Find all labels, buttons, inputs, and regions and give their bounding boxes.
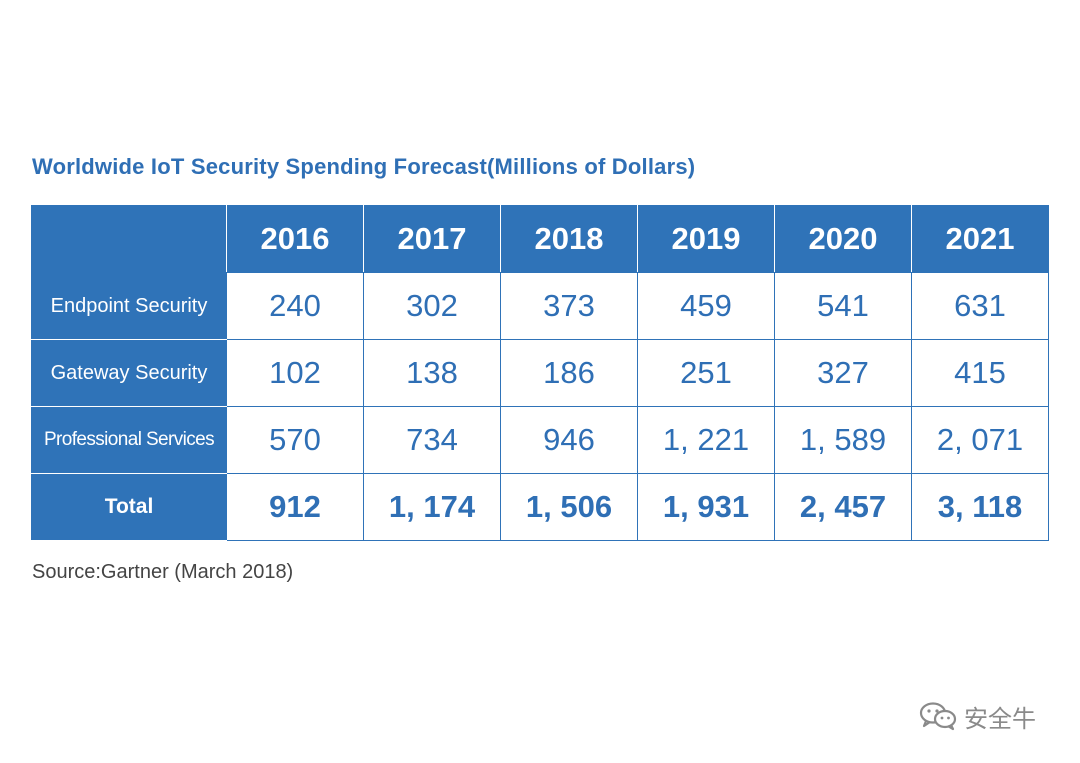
cell-total-2016: 912 [226,473,364,541]
cell-total-2017: 1, 174 [363,473,501,541]
column-header-2021: 2021 [911,205,1049,273]
table-row-professional-services: Professional Services 570 734 946 1, 221… [31,406,1049,474]
cell-gateway-2019: 251 [637,339,775,407]
cell-total-2020: 2, 457 [774,473,912,541]
cell-professional-2021: 2, 071 [911,406,1049,474]
table-title: Worldwide IoT Security Spending Forecast… [32,154,696,179]
cell-endpoint-2020: 541 [774,272,912,340]
cell-total-2019: 1, 931 [637,473,775,541]
row-label-gateway-security: Gateway Security [31,339,227,407]
row-label-professional-services: Professional Services [31,406,227,474]
cell-endpoint-2019: 459 [637,272,775,340]
cell-professional-2018: 946 [500,406,638,474]
cell-professional-2019: 1, 221 [637,406,775,474]
cell-endpoint-2021: 631 [911,272,1049,340]
watermark: 安全牛 [918,700,1036,733]
table-row-total: Total 912 1, 174 1, 506 1, 931 2, 457 3,… [31,473,1049,541]
table-row-endpoint-security: Endpoint Security 240 302 373 459 541 63… [31,272,1049,340]
header-row: 2016 2017 2018 2019 2020 2021 [31,205,1049,273]
cell-gateway-2018: 186 [500,339,638,407]
cell-gateway-2020: 327 [774,339,912,407]
row-label-endpoint-security: Endpoint Security [31,272,227,340]
cell-professional-2020: 1, 589 [774,406,912,474]
cell-gateway-2016: 102 [226,339,364,407]
cell-endpoint-2018: 373 [500,272,638,340]
column-header-2017: 2017 [363,205,501,273]
column-header-2016: 2016 [226,205,364,273]
column-header-2020: 2020 [774,205,912,273]
column-header-2018: 2018 [500,205,638,273]
cell-gateway-2017: 138 [363,339,501,407]
row-label-total: Total [31,473,227,541]
spending-table: 2016 2017 2018 2019 2020 2021 Endpoint S… [31,205,1049,541]
cell-professional-2016: 570 [226,406,364,474]
cell-total-2021: 3, 118 [911,473,1049,541]
source-note: Source:Gartner (March 2018) [32,561,294,583]
cell-gateway-2021: 415 [911,339,1049,407]
header-corner-cell [31,205,227,273]
cell-endpoint-2017: 302 [363,272,501,340]
cell-endpoint-2016: 240 [226,272,364,340]
column-header-2019: 2019 [637,205,775,273]
table-row-gateway-security: Gateway Security 102 138 186 251 327 415 [31,339,1049,407]
cell-total-2018: 1, 506 [500,473,638,541]
watermark-text: 安全牛 [964,705,1036,733]
cell-professional-2017: 734 [363,406,501,474]
spending-table-container: 2016 2017 2018 2019 2020 2021 Endpoint S… [31,205,1049,541]
wechat-icon [918,701,958,731]
